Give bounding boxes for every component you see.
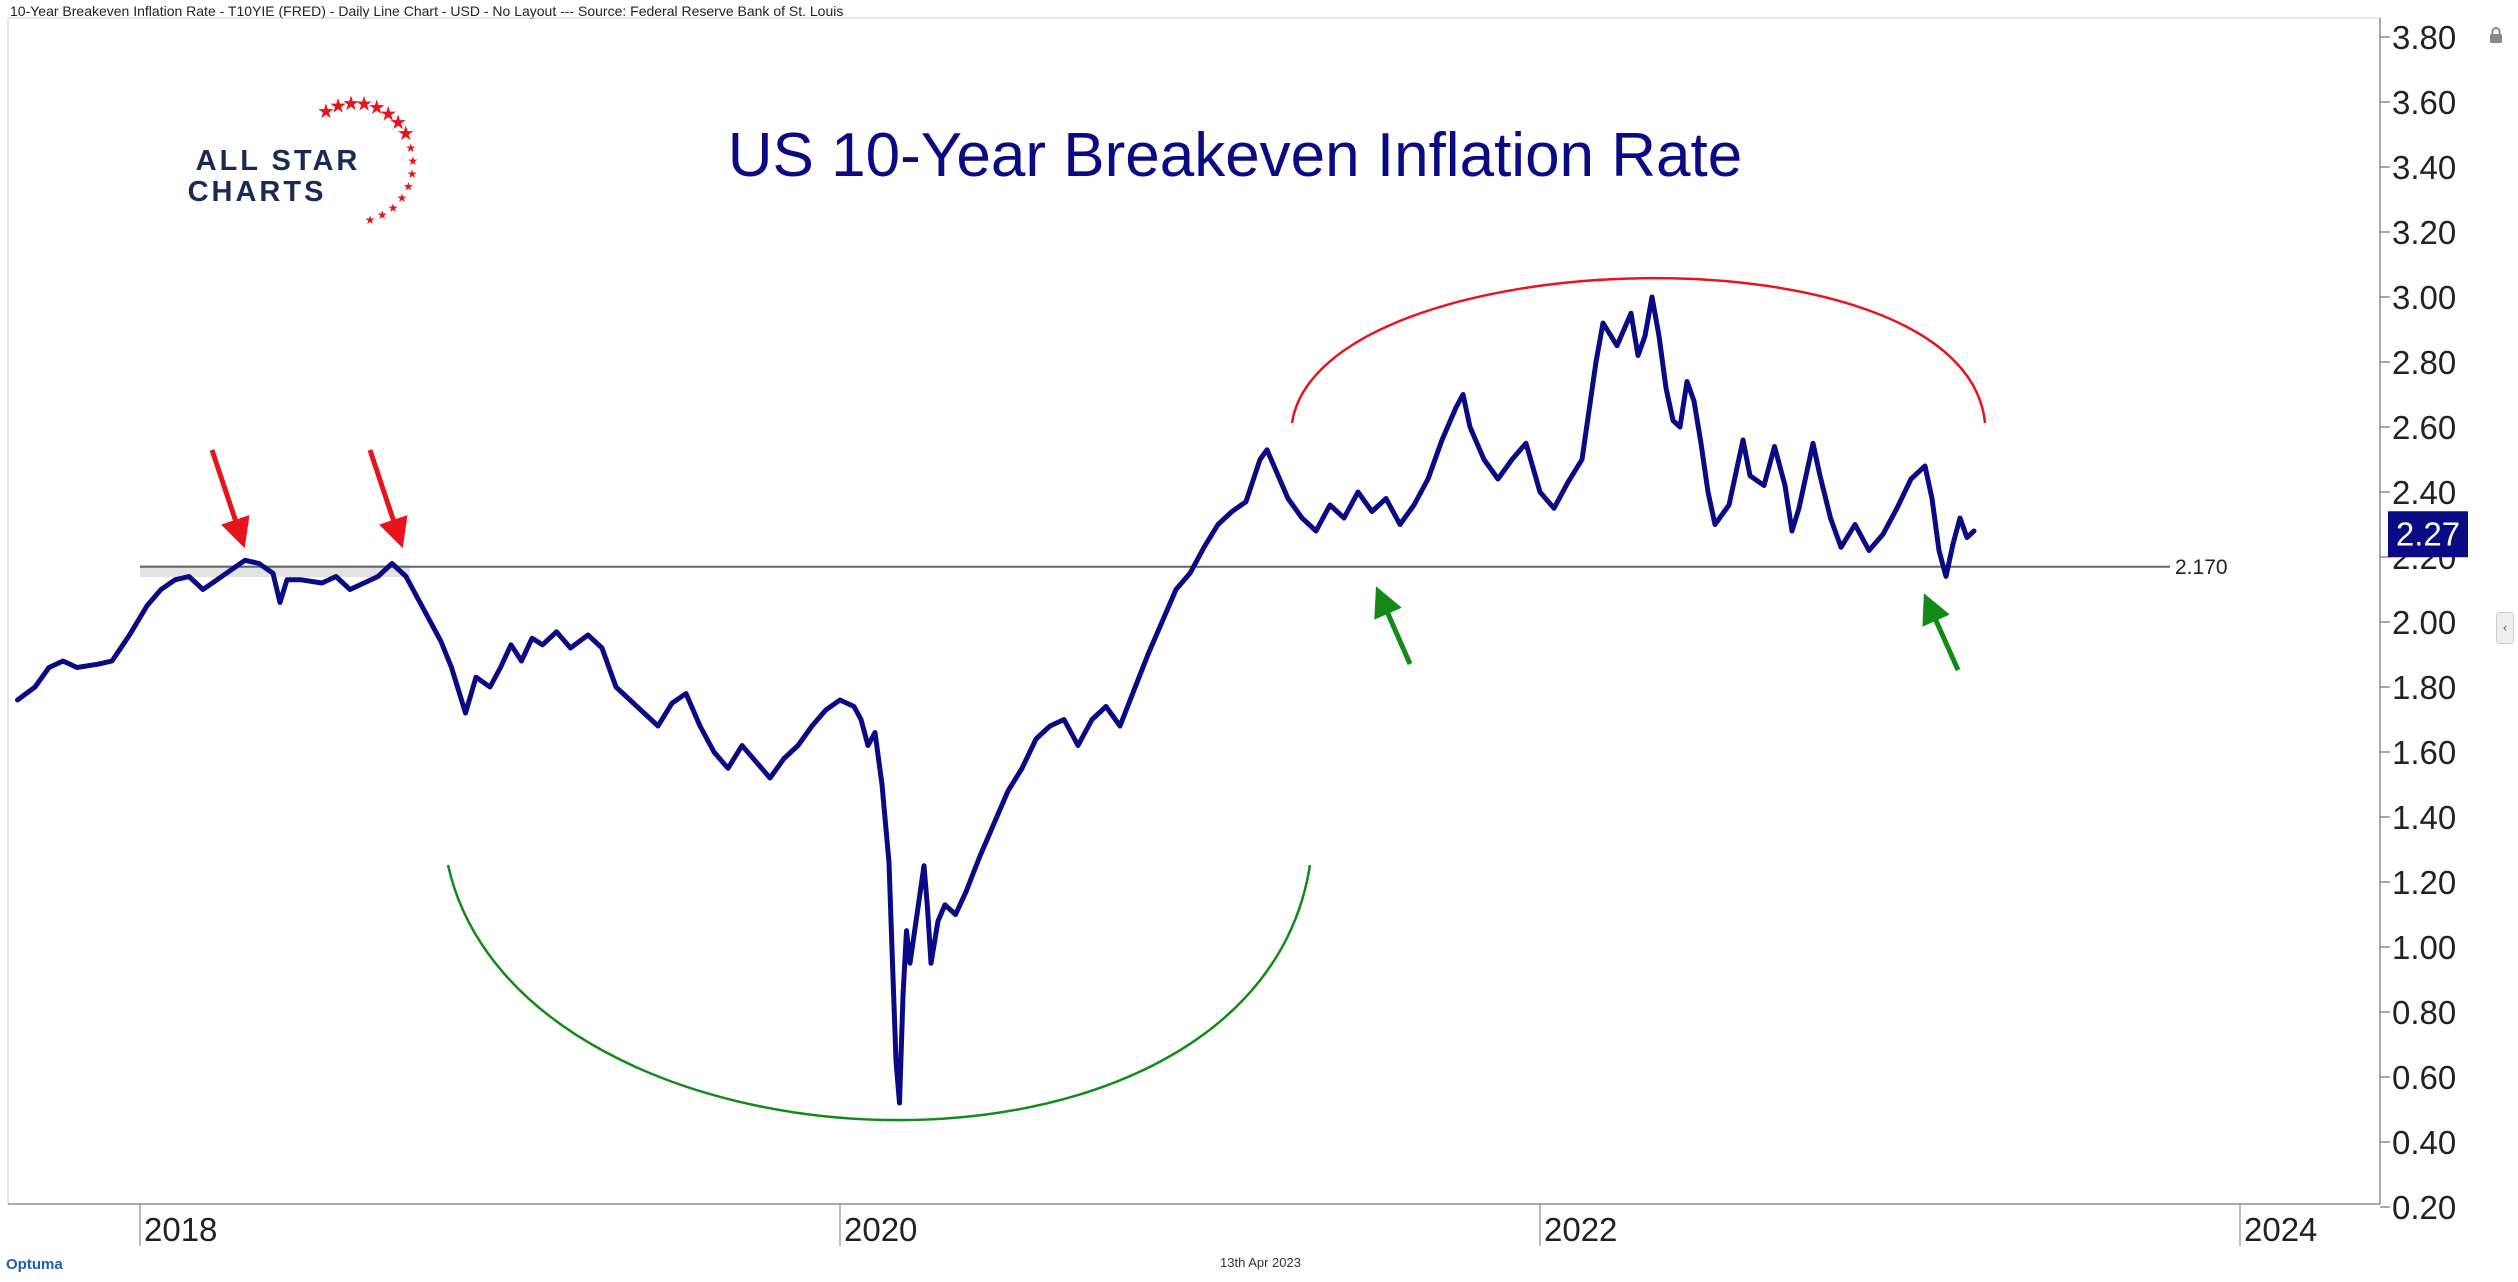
all-star-charts-logo: ALL STAR CHARTS ★★★★★★★★★★★★★★★★ (188, 91, 419, 227)
star-icon: ★ (388, 201, 399, 215)
x-axis-ticks: 2018 2020 2022 2024 (139, 1204, 2317, 1248)
star-icon: ★ (397, 121, 415, 145)
star-icon: ★ (368, 95, 386, 119)
star-icon: ★ (397, 191, 408, 205)
chart-description: 10-Year Breakeven Inflation Rate - T10YI… (10, 3, 844, 19)
x-tick-label: 2022 (1544, 1211, 1617, 1248)
y-tick-label: 2.40 (2392, 474, 2456, 511)
logo-stars: ★★★★★★★★★★★★★★★★ (317, 91, 418, 227)
logo-line2: CHARTS (188, 176, 327, 208)
last-value-badge (2388, 511, 2468, 558)
y-tick-label: 1.00 (2392, 929, 2456, 966)
y-tick-label: 1.40 (2392, 799, 2456, 836)
horizontal-level-label: 2.170 (2175, 556, 2228, 579)
star-icon: ★ (317, 99, 335, 123)
y-tick-label: 2.00 (2392, 604, 2456, 641)
star-icon: ★ (329, 94, 347, 118)
y-tick-label: 0.80 (2392, 994, 2456, 1031)
last-value-label: 2.27 (2396, 515, 2460, 552)
series-line (15, 294, 1977, 1106)
y-tick-label: 1.20 (2392, 864, 2456, 901)
y-tick-label: 0.20 (2392, 1189, 2456, 1226)
red-arc-annotation (1290, 276, 1987, 424)
star-icon: ★ (407, 167, 418, 181)
star-icon: ★ (379, 101, 397, 125)
y-tick-label: 3.00 (2392, 279, 2456, 316)
x-tick-label: 2024 (2244, 1211, 2317, 1248)
y-tick-label: 2.80 (2392, 344, 2456, 381)
star-icon: ★ (403, 180, 414, 194)
y-tick-label: 3.20 (2392, 214, 2456, 251)
y-tick-label: 1.80 (2392, 669, 2456, 706)
green-arrow-1 (1374, 586, 1413, 666)
green-arrow-2 (1922, 593, 1961, 672)
star-icon: ★ (355, 92, 373, 116)
x-tick-label: 2018 (144, 1211, 217, 1248)
y-tick-label: 3.80 (2392, 19, 2456, 56)
plot-frame (7, 17, 2381, 1205)
optuma-brand: Optuma (6, 1256, 63, 1273)
star-icon: ★ (389, 110, 407, 134)
y-tick-label: 2.60 (2392, 409, 2456, 446)
y-tick-label: 3.60 (2392, 84, 2456, 121)
y-tick-label: 0.60 (2392, 1059, 2456, 1096)
chart-title: US 10-Year Breakeven Inflation Rate (728, 121, 1742, 190)
red-arrow-2 (367, 449, 408, 549)
star-icon: ★ (405, 141, 416, 155)
chevron-left-icon[interactable]: ‹ (2496, 612, 2514, 644)
star-icon: ★ (377, 208, 388, 222)
level-band (140, 565, 410, 577)
footer-date: 13th Apr 2023 (1220, 1255, 1301, 1270)
lock-icon[interactable] (2487, 26, 2505, 44)
green-arc-annotation (446, 864, 1312, 1122)
y-axis-ticks: 3.803.603.403.203.002.802.602.402.202.00… (2380, 19, 2456, 1226)
star-icon: ★ (408, 154, 419, 168)
x-tick-label: 2020 (844, 1211, 917, 1248)
y-tick-label: 1.60 (2392, 734, 2456, 771)
y-tick-label: 0.40 (2392, 1124, 2456, 1161)
y-tick-label: 3.40 (2392, 149, 2456, 186)
red-arrow-1 (209, 449, 250, 549)
logo-line1: ALL STAR (196, 145, 361, 177)
star-icon: ★ (365, 213, 376, 227)
star-icon: ★ (342, 91, 360, 115)
